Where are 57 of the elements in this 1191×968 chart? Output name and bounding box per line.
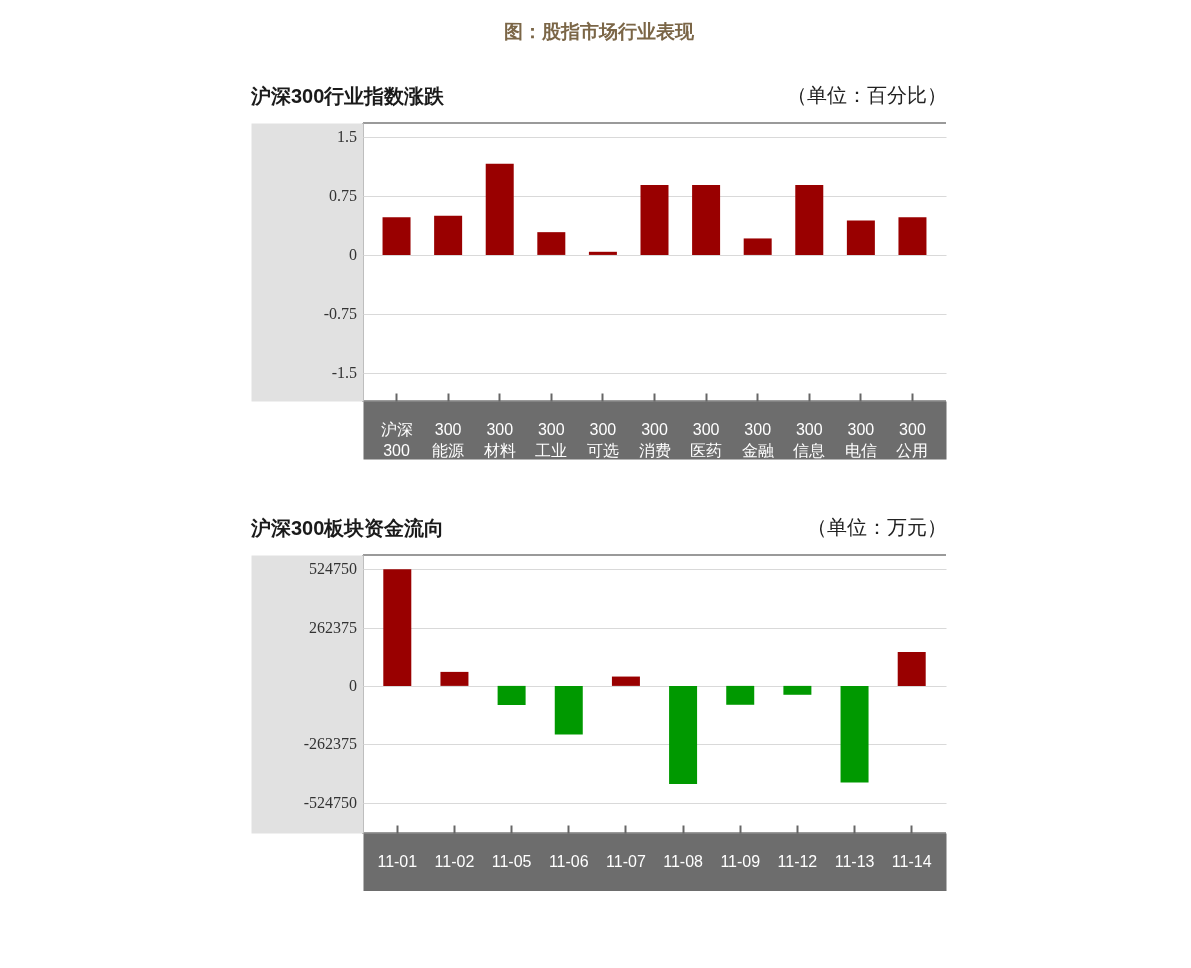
y-tick-label: 1.5 [337,128,357,146]
x-tick-label: 沪深 300 [380,421,413,459]
x-tick-label: 300 医药 [690,421,723,459]
bar [783,685,812,695]
x-tick-label: 11-12 [777,853,818,870]
bar [588,251,617,255]
bar [485,163,514,255]
y-tick-label: -1.5 [331,363,357,381]
x-tick-label: 11-08 [663,853,704,870]
x-tick-label: 11-06 [548,853,589,870]
bar [840,685,869,783]
bar [440,671,469,686]
bar [743,238,772,255]
x-tick-label: 11-09 [720,853,761,870]
x-tick-label: 300 电信 [844,421,877,459]
bar [554,685,583,735]
x-tick-label: 300 工业 [535,421,568,459]
bar [846,220,875,255]
bar [497,685,526,705]
x-tick-label: 11-05 [491,853,532,870]
x-tick-label: 300 可选 [586,421,619,459]
y-tick-label: -262375 [303,735,357,753]
x-tick-label: 300 材料 [482,421,516,459]
bar [692,185,721,255]
bar [795,185,824,255]
y-tick-label: 0 [349,676,357,694]
y-tick-label: 0 [349,245,357,263]
x-tick-label: 11-13 [834,853,875,870]
bar [434,215,463,255]
x-tick-label: 300 信息 [793,421,826,459]
x-tick-label: 300 消费 [638,421,671,459]
bar [726,685,755,705]
x-tick-label: 300 能源 [432,421,465,459]
x-tick-label: 300 公用 [896,421,929,459]
bar [897,651,926,686]
bar [640,185,669,255]
x-tick-label: 300 金融 [741,421,774,459]
chart-title: 沪深300板块资金流向 [250,517,445,539]
x-tick-label: 11-02 [434,853,475,870]
y-tick-label: 0.75 [329,187,357,205]
bar [537,232,566,255]
y-tick-label: 524750 [309,560,357,578]
y-tick-label: -0.75 [323,304,357,322]
chart-title: 沪深300行业指数涨跌 [250,85,446,107]
bar [382,217,411,255]
bar [383,569,412,686]
y-axis-title: （单位：万元） [806,515,947,538]
bar [898,217,927,255]
x-tick-label: 11-14 [891,853,932,870]
y-tick-label: -524750 [303,793,357,811]
x-tick-label: 11-07 [606,853,646,870]
bar [669,685,698,785]
text: 图：股指市场行业表现 [503,21,695,42]
y-axis-title: （单位：百分比） [786,83,947,106]
x-tick-label: 11-01 [377,853,418,870]
y-tick-label: 262375 [309,618,357,636]
bar [611,676,640,686]
